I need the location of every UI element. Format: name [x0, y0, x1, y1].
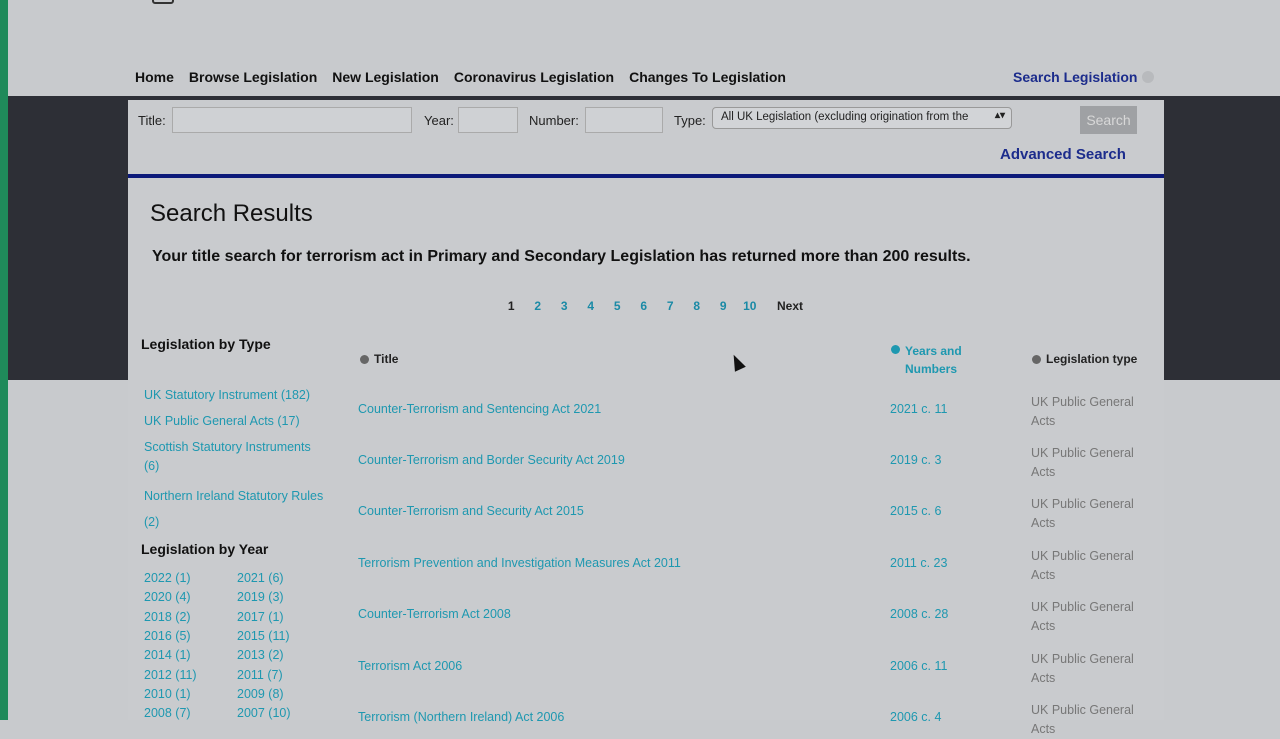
search-legislation-toggle[interactable]: Search Legislation — [1013, 69, 1155, 85]
years-header: Years and Numbers — [905, 344, 962, 376]
type-select-value: All UK Legislation (excluding originatio… — [721, 111, 969, 123]
year-filter[interactable]: 2010 (1) — [144, 687, 191, 701]
page-6[interactable]: 6 — [640, 299, 648, 313]
main-nav: Home Browse Legislation New Legislation … — [135, 69, 786, 85]
result-title-link[interactable]: Counter-Terrorism Act 2008 — [358, 607, 511, 621]
result-year-link[interactable]: 2008 c. 28 — [890, 607, 949, 621]
year-filter[interactable]: 2017 (1) — [237, 610, 284, 624]
sort-icon — [360, 355, 369, 364]
type-filter-ukpga[interactable]: UK Public General Acts (17) — [144, 414, 300, 428]
sort-title[interactable]: Title — [360, 352, 398, 366]
year-filter[interactable]: 2015 (11) — [237, 629, 290, 643]
result-year-link[interactable]: 2006 c. 4 — [890, 710, 942, 724]
sort-icon — [891, 345, 900, 354]
year-filter[interactable]: 2018 (2) — [144, 610, 191, 624]
year-filter[interactable]: 2012 (11) — [144, 668, 197, 682]
result-year-link[interactable]: 2006 c. 11 — [890, 659, 948, 673]
page-1[interactable]: 1 — [507, 299, 515, 313]
search-legislation-label: Search Legislation — [1013, 69, 1138, 85]
year-filter[interactable]: 2011 (7) — [237, 668, 283, 682]
number-input[interactable] — [585, 107, 663, 133]
year-filter[interactable]: 2019 (3) — [237, 590, 284, 604]
select-arrows-icon: ▴▾ — [994, 110, 1005, 121]
type-select[interactable]: All UK Legislation (excluding originatio… — [712, 107, 1012, 129]
window-edge — [0, 0, 8, 720]
page-5[interactable]: 5 — [613, 299, 621, 313]
nav-coronavirus[interactable]: Coronavirus Legislation — [453, 69, 615, 85]
search-button[interactable]: Search — [1080, 106, 1137, 134]
results-summary: Your title search for terrorism act in P… — [152, 248, 971, 265]
result-year-link[interactable]: 2015 c. 6 — [890, 504, 942, 518]
page-4[interactable]: 4 — [587, 299, 595, 313]
type-filter-nisr[interactable]: Northern Ireland Statutory Rules (2) — [144, 489, 324, 529]
content-panel: Title: Year: Number: Type: All UK Legisl… — [128, 100, 1164, 736]
crest-logo — [152, 0, 174, 4]
advanced-search-link[interactable]: Advanced Search — [1000, 146, 1126, 163]
type-header: Legislation type — [1046, 352, 1138, 366]
result-type: UK Public General Acts — [1031, 446, 1134, 479]
search-form: Title: Year: Number: Type: All UK Legisl… — [128, 100, 1164, 178]
year-filter[interactable]: 2016 (5) — [144, 629, 191, 643]
sort-icon — [1032, 355, 1041, 364]
year-filter[interactable]: 2021 (6) — [237, 571, 284, 585]
year-input[interactable] — [458, 107, 518, 133]
page-2[interactable]: 2 — [534, 299, 542, 313]
result-title-link[interactable]: Counter-Terrorism and Sentencing Act 202… — [358, 402, 602, 416]
page-8[interactable]: 8 — [693, 299, 701, 313]
page-title: Search Results — [150, 200, 313, 227]
pagination: 1 2 3 4 5 6 7 8 9 10 Next — [498, 299, 803, 313]
divider — [128, 174, 1164, 178]
sort-type[interactable]: Legislation type — [1032, 352, 1137, 366]
year-filter[interactable]: 2022 (1) — [144, 571, 191, 585]
title-label: Title: — [138, 113, 166, 128]
result-title-link[interactable]: Terrorism Act 2006 — [358, 659, 463, 673]
by-type-heading: Legislation by Type — [141, 336, 271, 352]
year-filter[interactable]: 2013 (2) — [237, 648, 284, 662]
result-title-link[interactable]: Terrorism Prevention and Investigation M… — [358, 556, 681, 570]
by-year-heading: Legislation by Year — [141, 541, 269, 557]
result-type: UK Public General Acts — [1031, 600, 1134, 633]
year-filter[interactable]: 2008 (7) — [144, 706, 191, 720]
result-type: UK Public General Acts — [1031, 497, 1134, 530]
year-filter[interactable]: 2020 (4) — [144, 590, 191, 604]
page-3[interactable]: 3 — [560, 299, 568, 313]
result-type: UK Public General Acts — [1031, 549, 1134, 582]
nav-home[interactable]: Home — [135, 69, 174, 85]
title-input[interactable] — [172, 107, 412, 133]
result-year-link[interactable]: 2011 c. 23 — [890, 556, 948, 570]
year-filter[interactable]: 2007 (10) — [237, 706, 291, 720]
number-label: Number: — [529, 113, 579, 128]
nav-browse[interactable]: Browse Legislation — [188, 69, 318, 85]
sort-years[interactable]: Years and Numbers — [891, 342, 991, 378]
result-title-link[interactable]: Counter-Terrorism and Border Security Ac… — [358, 453, 625, 467]
result-title-link[interactable]: Terrorism (Northern Ireland) Act 2006 — [358, 710, 565, 724]
title-header: Title — [374, 352, 399, 366]
result-year-link[interactable]: 2019 c. 3 — [890, 453, 942, 467]
nav-changes[interactable]: Changes To Legislation — [629, 69, 786, 85]
result-title-link[interactable]: Counter-Terrorism and Security Act 2015 — [358, 504, 584, 518]
year-filter[interactable]: 2014 (1) — [144, 648, 191, 662]
page-7[interactable]: 7 — [666, 299, 674, 313]
type-filter-uksi[interactable]: UK Statutory Instrument (182) — [144, 388, 311, 402]
page-9[interactable]: 9 — [719, 299, 727, 313]
page-10[interactable]: 10 — [743, 299, 757, 313]
next-page[interactable]: Next — [777, 299, 804, 313]
year-filter[interactable]: 2009 (8) — [237, 687, 284, 701]
nav-new[interactable]: New Legislation — [332, 69, 439, 85]
result-type: UK Public General Acts — [1031, 395, 1134, 428]
result-type: UK Public General Acts — [1031, 652, 1134, 685]
type-filter-ssi[interactable]: Scottish Statutory Instruments (6) — [144, 440, 311, 473]
result-type: UK Public General Acts — [1031, 703, 1134, 736]
type-label: Type: — [674, 113, 706, 128]
year-label: Year: — [424, 113, 454, 128]
chevron-up-icon — [1142, 71, 1155, 83]
result-year-link[interactable]: 2021 c. 11 — [890, 402, 948, 416]
